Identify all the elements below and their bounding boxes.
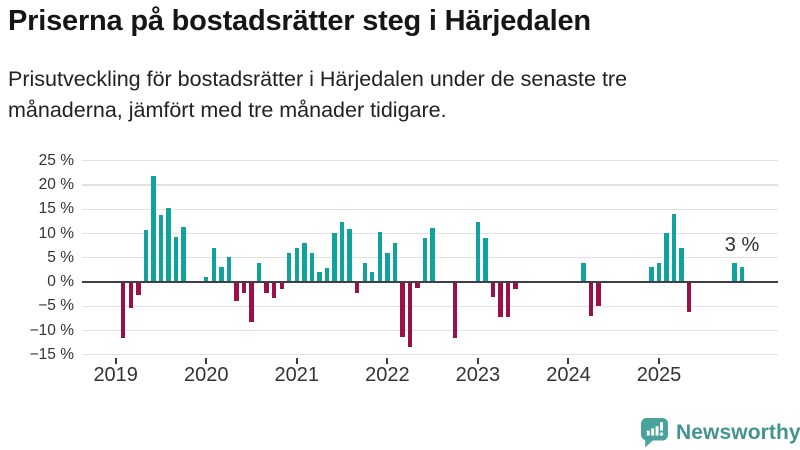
bar-2021-06 <box>332 232 337 282</box>
bar-2023-02 <box>483 238 488 282</box>
bar-2023-05 <box>505 282 511 317</box>
bar-2019-03 <box>128 282 133 308</box>
bar-2024-04 <box>588 282 594 317</box>
bar-2021-01 <box>294 248 299 282</box>
bar-2022-07 <box>430 228 435 282</box>
x-axis-label-2020: 2020 <box>184 364 229 386</box>
bar-2020-01 <box>204 277 209 282</box>
gridline-15 <box>82 208 778 210</box>
bar-2024-03 <box>581 263 586 282</box>
x-axis-label-2022: 2022 <box>365 364 410 386</box>
x-axis-tick-2025 <box>658 357 660 364</box>
bar-2021-05 <box>324 267 330 282</box>
bar-2022-10 <box>453 282 458 339</box>
bar-2022-06 <box>422 237 428 282</box>
chart-title: Priserna på bostadsrätter steg i Härjeda… <box>8 5 591 37</box>
gridline-5 <box>82 257 778 259</box>
bar-2025-01 <box>656 262 662 282</box>
bar-2025-11 <box>732 262 737 282</box>
latest-value-annotation: 3 % <box>724 234 760 256</box>
bar-2022-05 <box>415 282 420 289</box>
gridline--5 <box>82 305 778 307</box>
bar-2021-10 <box>362 263 367 282</box>
chart-subtitle-line-2: månaderna, jämfört med tre månader tidig… <box>8 97 447 122</box>
x-axis-tick-2022 <box>386 357 389 364</box>
bar-2020-06 <box>241 282 247 294</box>
bar-2021-11 <box>370 272 375 282</box>
bar-2024-12 <box>649 266 654 282</box>
x-axis-tick-2021 <box>295 357 298 364</box>
bar-2019-02 <box>121 282 126 338</box>
x-axis-label-2021: 2021 <box>274 364 320 386</box>
bar-2020-11 <box>279 282 284 289</box>
newsworthy-logo: Newsworthy <box>640 417 800 448</box>
y-axis-label: 25 % <box>38 151 74 169</box>
gridline--15 <box>82 354 778 356</box>
x-axis-tick-2019 <box>114 357 117 364</box>
bar-2022-01 <box>385 252 390 282</box>
zero-axis-line <box>82 280 778 284</box>
bar-2019-07 <box>158 214 164 282</box>
newsworthy-wordmark: Newsworthy <box>676 420 800 444</box>
y-axis-label: −10 % <box>29 321 74 339</box>
bar-2021-07 <box>339 222 345 282</box>
bar-2024-05 <box>596 282 601 307</box>
bar-2023-03 <box>490 282 496 298</box>
y-axis-label: −15 % <box>29 345 74 363</box>
x-axis-tick-2023 <box>476 357 479 364</box>
bar-2025-04 <box>679 247 684 282</box>
bar-2020-04 <box>226 257 232 282</box>
bar-2020-05 <box>234 282 239 302</box>
bar-2021-02 <box>302 243 307 282</box>
chart-subtitle: Prisutveckling för bostadsrätter i Härje… <box>8 64 768 125</box>
y-axis-label: 20 % <box>38 176 74 193</box>
bar-2025-05 <box>686 282 692 313</box>
bar-2021-09 <box>354 282 360 294</box>
bar-2020-03 <box>219 266 224 282</box>
y-axis-label: 0 % <box>47 273 74 290</box>
x-axis-label-2023: 2023 <box>455 364 501 386</box>
bar-2019-04 <box>136 282 141 296</box>
chart-subtitle-line-1: Prisutveckling för bostadsrätter i Härje… <box>8 67 628 91</box>
bar-2025-03 <box>671 214 677 282</box>
bar-2021-03 <box>309 253 315 282</box>
y-axis-label: −5 % <box>38 297 74 315</box>
gridline-10 <box>82 232 778 235</box>
bar-2019-09 <box>173 237 179 282</box>
newsworthy-speech-bubble-chart-icon <box>640 417 669 448</box>
bar-2020-09 <box>264 282 269 294</box>
gridline-20 <box>82 184 778 186</box>
bar-2023-04 <box>498 282 503 317</box>
bar-2021-08 <box>347 228 352 282</box>
bar-2020-12 <box>287 252 292 282</box>
x-axis-label-2025: 2025 <box>636 364 682 386</box>
gridline-25 <box>82 160 778 162</box>
bar-2020-10 <box>271 282 277 298</box>
bar-2022-02 <box>392 242 398 282</box>
y-axis-label: 10 % <box>38 224 74 242</box>
bar-2023-01 <box>475 222 481 282</box>
bar-2020-02 <box>211 248 216 282</box>
x-axis-label-2024: 2024 <box>546 364 591 386</box>
bar-2023-06 <box>513 282 518 290</box>
bar-2025-02 <box>664 232 669 282</box>
x-axis-label-2019: 2019 <box>93 364 138 386</box>
bar-2020-08 <box>256 263 262 282</box>
gridline--10 <box>82 329 778 332</box>
bar-2019-06 <box>151 175 156 282</box>
bar-2022-03 <box>400 282 405 338</box>
x-axis-tick-2020 <box>205 357 208 364</box>
bar-2021-12 <box>377 232 382 282</box>
bar-2025-12 <box>739 267 745 282</box>
bar-2019-08 <box>166 207 171 282</box>
bar-2019-10 <box>181 227 186 282</box>
bar-2022-04 <box>407 282 413 347</box>
y-axis-label: 15 % <box>38 200 74 218</box>
bar-2019-05 <box>143 229 149 282</box>
x-axis-tick-2024 <box>567 357 570 364</box>
bar-2021-04 <box>317 272 322 282</box>
y-axis-label: 5 % <box>47 248 74 266</box>
bar-2020-07 <box>249 282 254 322</box>
